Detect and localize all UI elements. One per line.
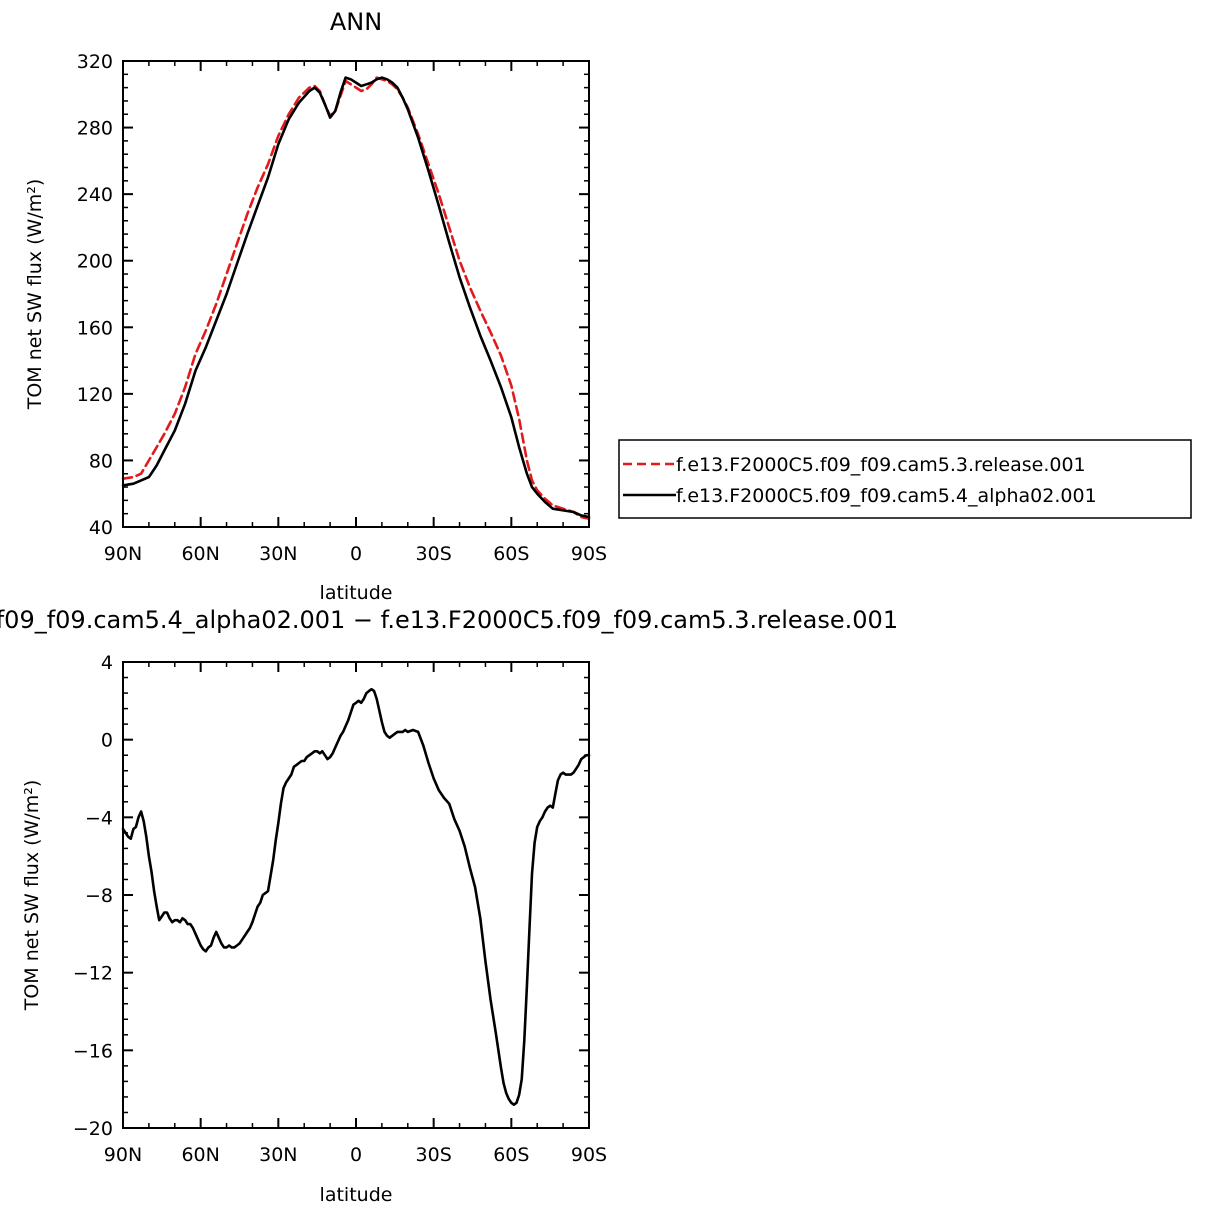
y-tick-label: 120 [77,384,113,406]
legend-box [618,439,1192,519]
legend-label-cam54: f.e13.F2000C5.f09_f09.cam5.4_alpha02.001 [676,485,1097,507]
legend-label-cam53: f.e13.F2000C5.f09_f09.cam5.3.release.001 [676,454,1086,476]
bottom-chart-title: f.e13.F2000C5.f09_f09.cam5.4_alpha02.001… [0,606,898,634]
top-x-axis-label: latitude [320,582,393,604]
series-line-a [121,76,591,521]
x-tick-label: 90S [571,543,607,565]
x-tick-label: 90N [104,543,142,565]
y-tick-label: 160 [77,317,113,339]
y-tick-label: −12 [73,963,113,985]
y-tick-label: 200 [77,251,113,273]
x-tick-label: 30N [259,1144,297,1166]
y-tick-label: −16 [73,1040,113,1062]
bottom-series [121,687,591,1106]
legend: f.e13.F2000C5.f09_f09.cam5.3.release.001… [618,439,1192,519]
x-tick-label: 60N [181,543,219,565]
x-tick-label: 60S [493,1144,529,1166]
bottom-plot-frame [122,661,590,1129]
x-tick-label: 30N [259,543,297,565]
x-tick-label: 60N [181,1144,219,1166]
top-plot-frame [122,60,590,528]
top-chart-title: ANN [330,8,382,36]
y-tick-label: 80 [89,450,113,472]
top-series [121,76,591,521]
x-tick-label: 60S [493,543,529,565]
bottom-y-axis-label: TOM net SW flux (W/m²) [21,780,43,1012]
series-line-b [121,76,591,519]
y-tick-label: −8 [85,885,113,907]
y-tick-label: 40 [89,517,113,539]
top-ticks: 40 80 120 160 200 240 280 320 90N 60N 30N 0 30S 60S 90… [77,51,607,565]
x-tick-label: 0 [350,543,362,565]
y-tick-label: 240 [77,184,113,206]
bottom-x-axis-label: latitude [320,1184,393,1206]
y-tick-label: −4 [85,807,113,829]
x-tick-label: 90N [104,1144,142,1166]
y-tick-label: 320 [77,51,113,73]
bottom-ticks: −20 −16 −12 −8 −4 0 4 90N 60N 30N 0 30S 60S 90S [73,652,607,1166]
x-tick-label: 90S [571,1144,607,1166]
x-tick-label: 30S [416,543,452,565]
bottom-panel: f.e13.F2000C5.f09_f09.cam5.4_alpha02.001… [0,606,898,1206]
x-tick-label: 30S [416,1144,452,1166]
top-panel: ANN 40 80 120 160 200 240 280 320 90N 60N 30N 0 30S 6… [24,8,607,604]
top-y-axis-label: TOM net SW flux (W/m²) [24,179,46,411]
y-tick-label: −20 [73,1118,113,1140]
y-tick-label: 0 [101,730,113,752]
series-line-a [121,687,591,1106]
y-tick-label: 4 [101,652,113,674]
x-tick-label: 0 [350,1144,362,1166]
y-tick-label: 280 [77,118,113,140]
